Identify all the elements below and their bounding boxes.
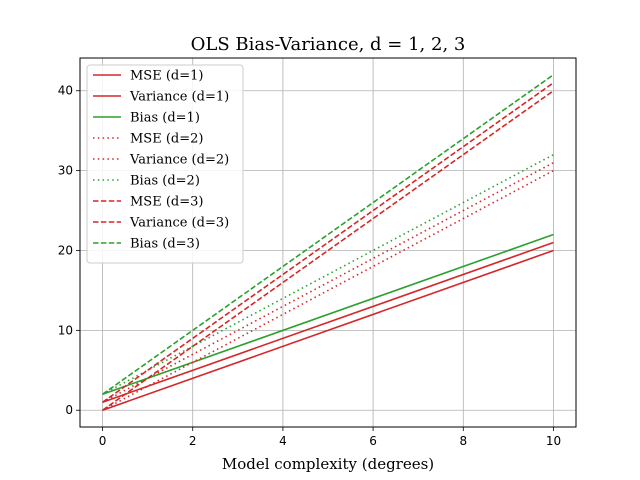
x-ticks: 0 2 4 6 8 10: [99, 427, 561, 448]
legend: MSE (d=1) Variance (d=1) Bias (d=1) MSE (d=…: [86, 64, 244, 264]
series-line-7: [102, 90, 554, 411]
legend-label: Bias (d=1): [130, 111, 200, 126]
legend-box: [86, 64, 244, 264]
x-tick-label: 8: [459, 434, 467, 448]
series-line-5: [102, 161, 554, 403]
legend-label: MSE (d=2): [130, 132, 203, 147]
legend-label: MSE (d=1): [130, 69, 203, 84]
x-tick-label: 0: [99, 434, 107, 448]
legend-label: Variance (d=1): [129, 90, 229, 105]
legend-label: Bias (d=2): [130, 174, 200, 189]
legend-label: Variance (d=2): [129, 153, 229, 168]
x-tick-label: 6: [369, 434, 377, 448]
x-tick-label: 4: [279, 434, 287, 448]
series-line-2: [102, 241, 554, 403]
y-tick-label: 30: [58, 164, 73, 178]
legend-label: MSE (d=3): [130, 195, 203, 210]
x-tick-label: 10: [546, 434, 561, 448]
series-line-6: [102, 153, 554, 395]
chart-title: OLS Bias-Variance, d = 1, 2, 3: [191, 34, 466, 55]
series-line-3: [102, 233, 554, 396]
legend-label: Bias (d=3): [130, 237, 200, 252]
y-tick-label: 10: [58, 323, 73, 337]
series-line-8: [102, 82, 554, 403]
y-tick-label: 0: [65, 403, 73, 417]
series-lines: [102, 74, 554, 411]
y-tick-label: 20: [58, 243, 73, 257]
series-line-1: [102, 249, 554, 411]
plot-frame: [79, 57, 577, 428]
series-line-9: [102, 74, 554, 395]
y-ticks: 0 10 20 30 40: [58, 84, 80, 417]
series-line-4: [102, 169, 554, 411]
y-tick-label: 40: [58, 84, 73, 98]
x-axis-label: Model complexity (degrees): [222, 455, 434, 473]
legend-label: Variance (d=3): [129, 216, 229, 231]
x-tick-label: 2: [189, 434, 197, 448]
